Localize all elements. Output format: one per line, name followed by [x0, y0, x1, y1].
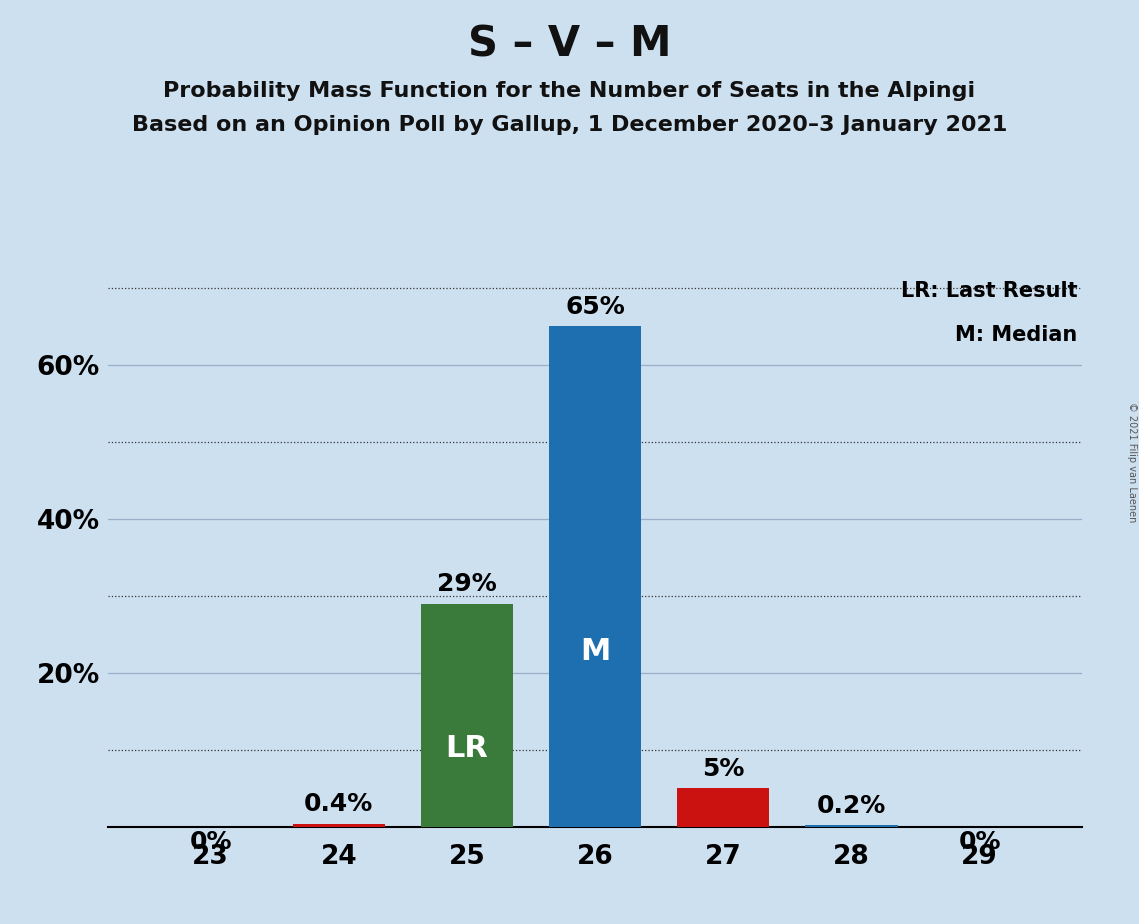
- Bar: [805, 825, 898, 827]
- Text: 0.4%: 0.4%: [304, 792, 374, 816]
- Text: 0.2%: 0.2%: [817, 794, 886, 818]
- Text: 0%: 0%: [958, 830, 1001, 854]
- Text: Probability Mass Function for the Number of Seats in the Alpingi: Probability Mass Function for the Number…: [163, 81, 976, 102]
- Text: S – V – M: S – V – M: [468, 23, 671, 65]
- Bar: [678, 788, 770, 827]
- Bar: [293, 824, 385, 827]
- Bar: [549, 326, 641, 827]
- Text: © 2021 Filip van Laenen: © 2021 Filip van Laenen: [1126, 402, 1137, 522]
- Text: Based on an Opinion Poll by Gallup, 1 December 2020–3 January 2021: Based on an Opinion Poll by Gallup, 1 De…: [132, 115, 1007, 135]
- Text: 5%: 5%: [702, 757, 745, 781]
- Text: M: M: [580, 638, 611, 666]
- Bar: [421, 603, 513, 827]
- Text: LR: LR: [445, 735, 489, 763]
- Text: 29%: 29%: [437, 572, 497, 596]
- Text: LR: Last Result: LR: Last Result: [901, 281, 1077, 301]
- Text: 0%: 0%: [189, 830, 232, 854]
- Text: 65%: 65%: [565, 295, 625, 319]
- Text: M: Median: M: Median: [954, 325, 1077, 346]
